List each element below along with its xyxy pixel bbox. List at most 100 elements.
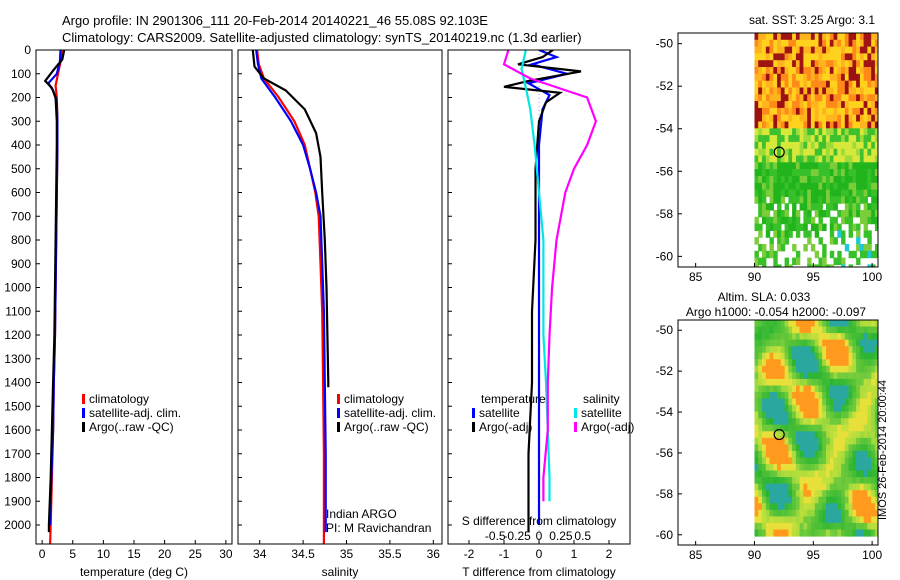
sla-map-ytick-label: -58	[656, 487, 674, 501]
sla-map-ytick-label: -60	[656, 528, 674, 542]
tdiff-xtick-label: 1	[571, 547, 578, 561]
salinity-series-argo	[251, 50, 330, 388]
salinity-legend-2-label: Argo(..raw -QC)	[344, 420, 429, 434]
temperature-xtick-label: 20	[158, 547, 172, 561]
salinity-legend-0-label: climatology	[344, 392, 404, 406]
salinity-xtick-label: 36	[427, 547, 441, 561]
sla-map-frame	[677, 319, 879, 546]
temperature-xlabel: temperature (deg C)	[80, 565, 188, 579]
temperature-legend-1-swatch	[82, 408, 85, 418]
sst-map-xtick-label: 90	[748, 270, 762, 284]
sst-map-ytick-label: -60	[656, 249, 674, 263]
sst-map-ytick-label: -54	[656, 122, 674, 136]
diff-legend-s-sat-swatch	[574, 408, 577, 418]
depth-ytick-label: 1300	[4, 352, 31, 366]
temperature-series-argo	[43, 50, 66, 533]
depth-ytick-label: 600	[11, 186, 31, 200]
salinity-legend-1-swatch	[337, 408, 340, 418]
sla-map-xtick-label: 100	[862, 548, 882, 562]
sdiff-xtick-label: 0.25	[549, 529, 573, 543]
depth-ytick-label: 1600	[4, 423, 31, 437]
sst-map-xtick-label: 85	[689, 270, 703, 284]
sla-map-argo-position-marker	[773, 428, 785, 441]
salinity-series-climatology	[256, 50, 325, 544]
depth-ytick-label: 400	[11, 138, 31, 152]
sst-map-ytick-label: -58	[656, 207, 674, 221]
salinity-legend-2-swatch	[337, 422, 340, 432]
sla-map-ytick-label: -50	[656, 323, 674, 337]
chart-title-line2: Climatology: CARS2009. Satellite-adjuste…	[62, 30, 582, 45]
float-institution: Indian ARGO	[326, 507, 397, 521]
sla-map-ytick-label: -54	[656, 405, 674, 419]
sst-map-xtick-label: 95	[807, 270, 821, 284]
sdiff-xtick-label: 0.5	[574, 529, 591, 543]
sst-map-argo-position-marker	[773, 146, 785, 158]
tdiff-xlabel: T difference from climatology	[462, 565, 616, 579]
depth-ytick-label: 1800	[4, 471, 31, 485]
sst-map-ytick-label: -56	[656, 164, 674, 178]
depth-ytick-label: 1200	[4, 328, 31, 342]
depth-ytick-label: 100	[11, 67, 31, 81]
sst-map-frame	[677, 32, 879, 268]
salinity-legend-0-swatch	[337, 394, 340, 404]
temperature-legend-0-swatch	[82, 394, 85, 404]
diff-legend-s-argo-label: Argo(-adj)	[581, 420, 634, 434]
tdiff-xtick-label: 0	[536, 547, 543, 561]
diff-legend-s-sat-label: satellite	[581, 406, 622, 420]
sla-map-ytick-label: -52	[656, 364, 674, 378]
tdiff-xtick-label: -1	[499, 547, 510, 561]
float-pi: PI: M Ravichandran	[326, 521, 431, 535]
salinity-legend-1-label: satellite-adj. clim.	[344, 406, 436, 420]
diff-legend-t-argo-label: Argo(-adj)	[479, 420, 532, 434]
salinity-series-satellite	[255, 50, 327, 533]
temperature-xtick-label: 30	[219, 547, 233, 561]
depth-ytick-label: 1700	[4, 447, 31, 461]
difference-series-3	[502, 50, 598, 502]
difference-series-1	[503, 50, 582, 533]
legend-group-salinity-title: salinity	[583, 392, 620, 406]
sdiff-xtick-label: -0.5	[485, 529, 506, 543]
temperature-panel-frame	[35, 49, 233, 545]
salinity-xtick-label: 35	[340, 547, 354, 561]
sdiff-xtick-label: -0.25	[503, 529, 531, 543]
depth-ytick-label: 2000	[4, 518, 31, 532]
temperature-legend-0-label: climatology	[89, 392, 149, 406]
sst-map-ytick-label: -50	[656, 37, 674, 51]
sla-map-subtitle: Argo h1000: -0.054 h2000: -0.097	[686, 305, 866, 319]
depth-ytick-label: 1000	[4, 281, 31, 295]
depth-ytick-label: 0	[24, 43, 31, 57]
depth-ytick-label: 200	[11, 91, 31, 105]
salinity-xlabel: salinity	[322, 565, 359, 579]
legend-group-temperature-title: temperature	[481, 392, 546, 406]
temperature-xtick-label: 5	[69, 547, 76, 561]
diff-legend-s-argo-swatch	[574, 422, 577, 432]
depth-ytick-label: 800	[11, 233, 31, 247]
salinity-xtick-label: 34.5	[291, 547, 315, 561]
depth-ytick-label: 1100	[5, 304, 31, 318]
temperature-legend-2-label: Argo(..raw -QC)	[89, 420, 174, 434]
sla-map-title: Altim. SLA: 0.033	[718, 290, 811, 304]
temperature-legend-1-label: satellite-adj. clim.	[89, 406, 181, 420]
depth-ytick-label: 500	[11, 162, 31, 176]
chart-title-line1: Argo profile: IN 2901306_111 20-Feb-2014…	[62, 13, 488, 28]
sst-map-field	[754, 33, 878, 267]
sla-map-xtick-label: 95	[807, 548, 821, 562]
temperature-xtick-label: 25	[189, 547, 203, 561]
salinity-xtick-label: 35.5	[378, 547, 402, 561]
depth-ytick-label: 1500	[4, 399, 31, 413]
diff-legend-t-sat-label: satellite	[479, 406, 520, 420]
depth-ytick-label: 300	[11, 114, 31, 128]
sdiff-xlabel: S difference from climatology	[462, 514, 617, 528]
temperature-xtick-label: 0	[39, 547, 46, 561]
sla-map-field	[754, 320, 878, 537]
depth-ytick-label: 900	[11, 257, 31, 271]
diff-legend-t-argo-swatch	[472, 422, 475, 432]
sdiff-xtick-label: 0	[536, 529, 543, 543]
sla-map-xtick-label: 85	[689, 548, 703, 562]
depth-ytick-label: 700	[11, 209, 31, 223]
sst-map-xtick-label: 100	[862, 270, 882, 284]
sla-map-ytick-label: -56	[656, 446, 674, 460]
diff-legend-t-sat-swatch	[472, 408, 475, 418]
temperature-xtick-label: 15	[127, 547, 141, 561]
